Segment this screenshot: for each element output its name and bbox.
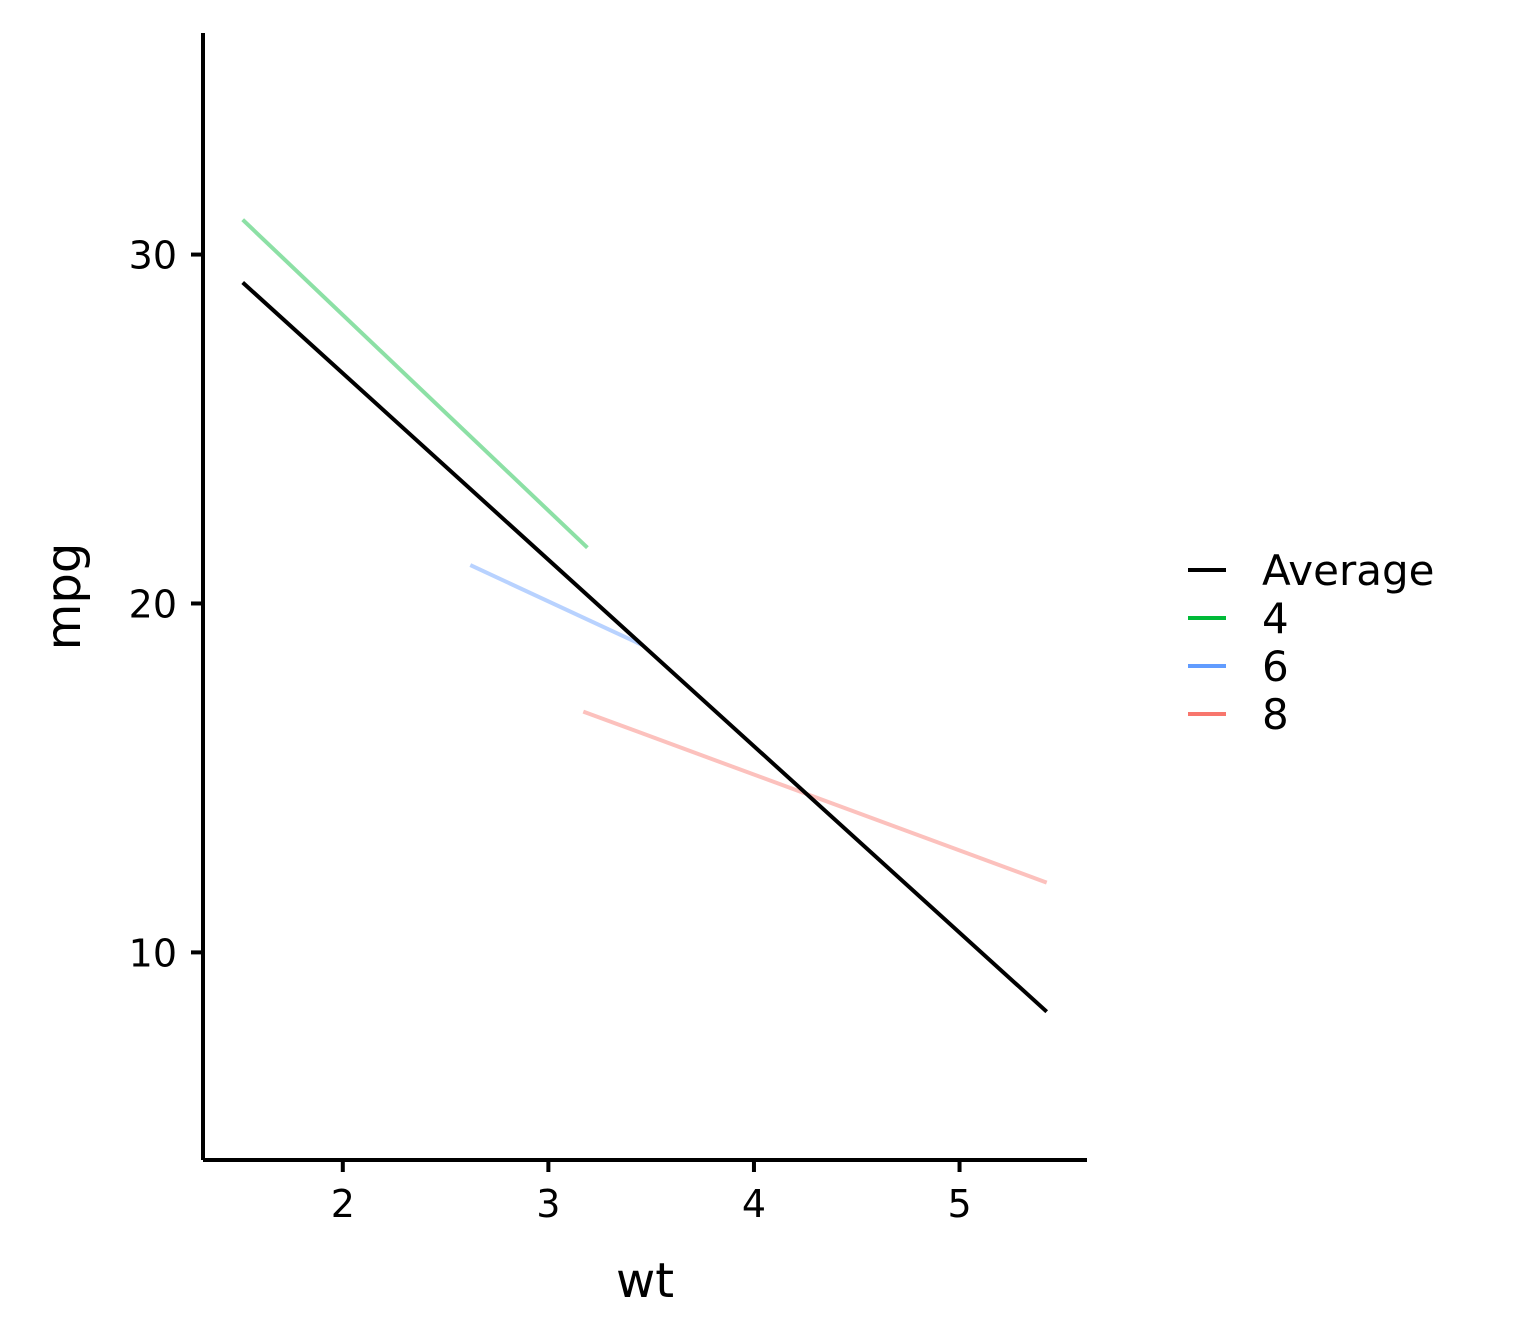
series-line-average — [241, 281, 1049, 1014]
x-tick-label: 2 — [331, 1182, 355, 1226]
x-tick-label: 4 — [742, 1182, 766, 1226]
x-tick-label: 3 — [536, 1182, 560, 1226]
y-tick-label: 10 — [129, 931, 177, 975]
axis-ticks: 2 3 4 5 10 20 30 — [129, 234, 972, 1226]
x-tick-label: 5 — [947, 1182, 971, 1226]
plot-area — [241, 218, 1049, 1014]
legend-label-4: 4 — [1262, 594, 1289, 643]
legend-label-8: 8 — [1262, 690, 1289, 739]
x-axis-title: wt — [616, 1253, 674, 1309]
legend-label-6: 6 — [1262, 642, 1289, 691]
series-line-8 — [582, 709, 1048, 885]
legend-label-average: Average — [1262, 546, 1434, 595]
series-line-4 — [241, 218, 589, 550]
axes — [201, 33, 1087, 1162]
y-axis-title: mpg — [36, 543, 92, 651]
y-tick-label: 20 — [129, 582, 177, 626]
y-tick-label: 30 — [129, 234, 177, 278]
series-line-6 — [469, 563, 644, 648]
